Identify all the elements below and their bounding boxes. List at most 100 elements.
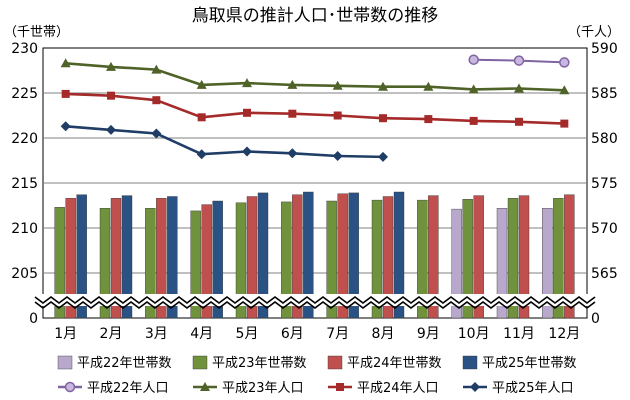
- right-tick-label: 565: [591, 266, 618, 282]
- bar: [156, 198, 167, 319]
- x-tick-label: 2月: [100, 326, 123, 342]
- data-point: [332, 151, 343, 161]
- right-tick-label: 585: [591, 86, 618, 102]
- data-point: [332, 80, 343, 90]
- right-tick-label: 580: [591, 131, 618, 147]
- bar: [518, 195, 530, 319]
- legend-label: 平成23年世帯数: [212, 356, 307, 371]
- data-point: [197, 113, 206, 122]
- data-point: [60, 58, 71, 68]
- data-point: [513, 55, 525, 66]
- data-point: [333, 111, 342, 120]
- bar: [54, 207, 65, 319]
- bar: [507, 198, 519, 319]
- data-point: [151, 128, 162, 139]
- bar: [348, 192, 359, 319]
- x-tick-label: 11月: [503, 326, 535, 342]
- bar: [462, 198, 473, 319]
- x-tick-label: 8月: [372, 326, 395, 342]
- legend-swatch: [462, 355, 478, 370]
- right-tick-label: 590: [591, 41, 618, 57]
- data-point: [287, 148, 298, 159]
- data-point: [151, 64, 162, 74]
- left-tick-label: 215: [11, 176, 38, 192]
- bar: [496, 207, 508, 319]
- x-tick-label: 5月: [236, 326, 259, 342]
- data-point: [336, 383, 344, 391]
- bar: [473, 195, 484, 319]
- data-point: [378, 151, 388, 162]
- legend-swatch: [57, 355, 73, 370]
- series-line: [65, 125, 384, 159]
- bar: [65, 198, 76, 319]
- bar: [417, 199, 428, 319]
- data-point: [468, 54, 479, 65]
- data-point: [196, 149, 207, 160]
- x-tick-label: 9月: [417, 326, 440, 342]
- right-axis-label: （千人）: [568, 25, 620, 40]
- x-tick-label: 10月: [458, 326, 490, 342]
- data-point: [61, 89, 70, 98]
- data-point: [200, 382, 210, 391]
- bar: [371, 199, 383, 319]
- bar: [451, 208, 462, 319]
- right-tick-label: 0: [591, 311, 600, 327]
- bar: [167, 196, 178, 319]
- legend-label: 平成23年人口: [222, 381, 304, 396]
- legend-label: 平成22年人口: [87, 381, 169, 396]
- bar: [212, 200, 223, 319]
- data-point: [242, 146, 252, 157]
- right-tick-label: 575: [591, 176, 618, 192]
- data-point: [196, 79, 207, 89]
- x-tick-label: 3月: [145, 326, 168, 342]
- bar: [190, 210, 201, 319]
- legend-swatch: [327, 355, 343, 370]
- data-point: [152, 96, 161, 105]
- bar: [201, 204, 212, 319]
- bar: [235, 202, 247, 319]
- legend-label: 平成25年人口: [492, 381, 574, 396]
- bar: [99, 207, 111, 319]
- bar: [542, 207, 553, 319]
- data-point: [423, 81, 434, 91]
- data-point: [106, 124, 116, 135]
- bar: [110, 198, 122, 319]
- left-tick-label: 205: [11, 266, 38, 282]
- left-tick-label: 225: [11, 86, 38, 102]
- series-line: [65, 92, 565, 125]
- data-point: [559, 57, 570, 68]
- bar: [428, 195, 439, 319]
- data-point: [559, 85, 570, 95]
- bar: [257, 192, 269, 319]
- axis-break-wave-bottom: [34, 301, 596, 309]
- left-axis-label: （千世帯）: [4, 25, 69, 40]
- legend-label: 平成22年世帯数: [77, 356, 172, 371]
- bar: [564, 194, 575, 319]
- axis-break-wave-top: [34, 296, 596, 304]
- plot-area: 230 590 225 585 220 580 215 575 210 570 205 565 0 0 1月…: [11, 41, 617, 342]
- bar: [121, 195, 133, 319]
- legend-label: 平成25年世帯数: [482, 356, 577, 371]
- series-line: [65, 62, 565, 92]
- data-point: [515, 117, 523, 126]
- bar: [303, 191, 314, 319]
- bar: [337, 193, 348, 319]
- x-tick-label: 1月: [54, 326, 77, 342]
- legend-swatch: [192, 355, 208, 370]
- legend-label: 平成24年世帯数: [347, 356, 442, 371]
- bar: [292, 194, 303, 319]
- data-point: [424, 115, 433, 124]
- data-point: [106, 61, 116, 71]
- legend-label: 平成24年人口: [357, 381, 439, 396]
- data-point: [64, 381, 76, 393]
- data-point: [470, 382, 480, 392]
- left-tick-label: 0: [29, 311, 38, 327]
- data-point: [60, 121, 71, 132]
- x-tick-label: 4月: [190, 326, 213, 342]
- data-point: [514, 83, 524, 93]
- bar: [326, 200, 337, 319]
- bar: [382, 196, 394, 319]
- data-point: [469, 116, 478, 125]
